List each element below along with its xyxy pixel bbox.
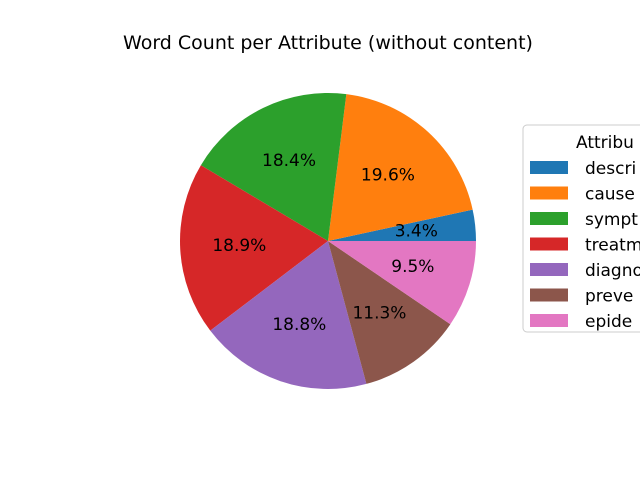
legend-swatch-descri	[530, 161, 568, 174]
percentage-labels: 3.4% 19.6% 18.4% 18.9% 18.8% 11.3% 9.5%	[212, 151, 438, 335]
legend: Attribu descri cause sympt treatm diagno prev…	[522, 124, 640, 333]
legend-swatch-treatm	[530, 237, 568, 251]
legend-swatch-preve	[530, 288, 568, 302]
pct-label-cause: 19.6%	[361, 165, 415, 185]
legend-swatch-epide	[530, 314, 568, 327]
pct-label-treatm: 18.9%	[212, 236, 266, 256]
pie-slice-sympt	[200, 92, 347, 241]
pct-label-sympt: 18.4%	[262, 151, 316, 171]
pie-slice-descri	[328, 209, 476, 241]
pie-slice-cause	[328, 94, 473, 241]
pct-label-preve: 11.3%	[352, 303, 406, 323]
legend-label-diagno: diagno	[585, 261, 640, 281]
pie-slices	[180, 92, 476, 390]
legend-swatch-cause	[530, 186, 568, 200]
pie-slice-epide	[328, 241, 476, 325]
pct-label-epide: 9.5%	[391, 257, 434, 277]
legend-items: descri cause sympt treatm diagno preve epide	[530, 159, 640, 332]
pie-slice-preve	[328, 241, 451, 384]
legend-box	[522, 124, 640, 333]
legend-label-preve: preve	[585, 287, 633, 307]
legend-label-sympt: sympt	[585, 210, 638, 230]
chart-title: Word Count per Attribute (without conten…	[123, 32, 533, 54]
pie-slice-diagno	[210, 241, 367, 390]
legend-label-epide: epide	[585, 312, 632, 332]
legend-title: Attribu	[576, 133, 634, 153]
legend-label-descri: descri	[585, 159, 636, 179]
pie-slice-treatm	[180, 165, 328, 331]
legend-label-cause: cause	[585, 185, 635, 205]
pct-label-diagno: 18.8%	[272, 315, 326, 335]
pct-label-descri: 3.4%	[395, 222, 438, 242]
legend-label-treatm: treatm	[585, 236, 640, 256]
legend-swatch-diagno	[530, 263, 568, 276]
legend-swatch-sympt	[530, 212, 568, 225]
